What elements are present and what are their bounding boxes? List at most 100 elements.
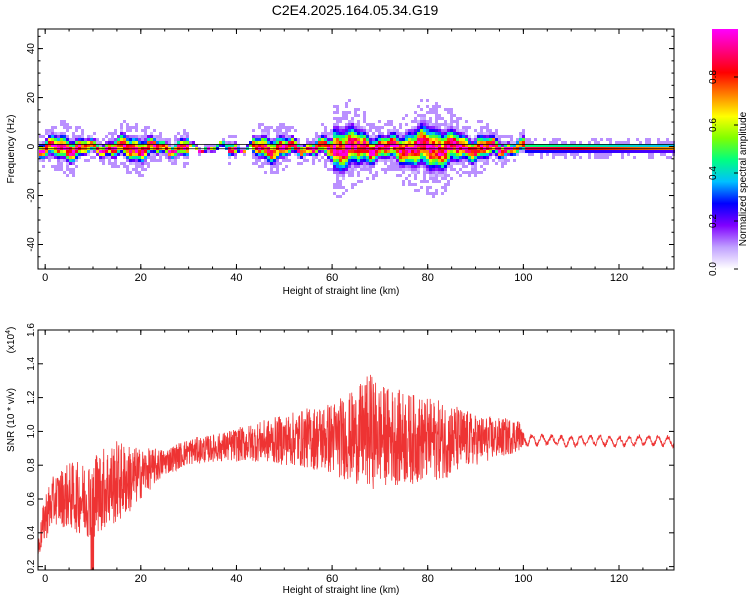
spectrogram-cell <box>120 162 123 165</box>
spectrogram-cell <box>411 168 414 171</box>
spectrogram-cell <box>474 174 477 177</box>
spectrogram-cell <box>396 162 399 165</box>
spectrogram-cell <box>57 141 60 144</box>
spectrogram-cell <box>579 156 582 159</box>
spectrogram-cell <box>576 150 579 153</box>
spectrogram-cell <box>72 153 75 156</box>
spectrogram-cell <box>450 108 453 111</box>
spectrogram-cell <box>486 144 489 147</box>
spectrogram-cell <box>462 141 465 144</box>
spectrogram-cell <box>465 165 468 168</box>
spectrogram-cell <box>444 177 447 180</box>
spectrogram-cell <box>123 144 126 147</box>
spectrogram-cell <box>339 183 342 186</box>
spectrogram-cell <box>249 144 252 147</box>
spectrogram-cell <box>165 144 168 147</box>
spectrogram-cell <box>450 138 453 141</box>
spectrogram-cell <box>372 144 375 147</box>
spectrogram-cell <box>405 144 408 147</box>
spectrogram-cell <box>438 144 441 147</box>
spectrogram-cell <box>480 138 483 141</box>
spectrogram-cell <box>348 138 351 141</box>
spectrogram-cell <box>621 141 624 144</box>
spectrogram-cell <box>345 144 348 147</box>
spectrogram-cell <box>63 123 66 126</box>
spectrogram-cell <box>432 174 435 177</box>
spectrogram-cell <box>348 162 351 165</box>
spectrogram-cell <box>138 159 141 162</box>
spectrogram-cell <box>411 144 414 147</box>
spectrogram-cell <box>171 150 174 153</box>
spectrogram-cell <box>480 120 483 123</box>
spectrogram-cell <box>375 174 378 177</box>
spectrogram-cell <box>264 171 267 174</box>
spectrogram-cell <box>78 156 81 159</box>
spectrogram-cell <box>414 177 417 180</box>
spectrogram-cell <box>45 138 48 141</box>
spectrogram-cell <box>453 153 456 156</box>
spectrogram-cell <box>459 168 462 171</box>
spectrogram-cell <box>366 159 369 162</box>
spectrogram-cell <box>666 141 669 144</box>
spectrogram-cell <box>153 150 156 153</box>
spectrogram-cell <box>447 159 450 162</box>
spectrogram-cell <box>504 162 507 165</box>
spectrogram-cell <box>297 144 300 147</box>
spectrogram-cell <box>630 144 633 147</box>
spectrogram-cell <box>366 153 369 156</box>
spectrogram-cell <box>618 144 621 147</box>
spectrogram-cell <box>513 144 516 147</box>
spectrogram-cell <box>411 156 414 159</box>
spectrogram-cell <box>426 135 429 138</box>
spectrogram-cell <box>411 132 414 135</box>
spectrogram-cell <box>312 144 315 147</box>
spectrogram-cell <box>150 159 153 162</box>
spectrogram-cell <box>555 153 558 156</box>
spectrogram-cell <box>273 141 276 144</box>
spectrogram-cell <box>180 144 183 147</box>
spectrogram-cell <box>414 189 417 192</box>
spectrogram-cell <box>153 144 156 147</box>
spectrogram-cell <box>333 162 336 165</box>
spectrogram-cell <box>441 192 444 195</box>
spectrogram-cell <box>492 138 495 141</box>
spectrogram-cell <box>369 126 372 129</box>
spectrogram-cell <box>519 150 522 153</box>
spectrogram-cell <box>72 156 75 159</box>
spectrogram-cell <box>360 141 363 144</box>
spectrogram-cell <box>126 129 129 132</box>
spectrogram-cell <box>252 135 255 138</box>
spectrogram-cell <box>39 141 42 144</box>
spectrogram-cell <box>372 165 375 168</box>
spectrogram-cell <box>297 150 300 153</box>
spectrogram-cell <box>426 189 429 192</box>
spectrogram-cell <box>159 141 162 144</box>
spectrogram-cell <box>603 144 606 147</box>
spectrogram-cell <box>507 150 510 153</box>
spectrogram-cell <box>345 171 348 174</box>
spectrogram-cell <box>516 150 519 153</box>
spectrogram-cell <box>360 132 363 135</box>
spectrogram-cell <box>360 180 363 183</box>
spectrogram-cell <box>117 135 120 138</box>
spectrogram-cell <box>588 144 591 147</box>
snr-x-tick-label: 100 <box>514 573 532 585</box>
spectrogram-cell <box>213 150 216 153</box>
spectrogram-cell <box>141 141 144 144</box>
spectrogram-cell <box>414 126 417 129</box>
spectrogram-cell <box>180 141 183 144</box>
spectrogram-cell <box>342 165 345 168</box>
spectrogram-cell <box>333 153 336 156</box>
spectrogram-cell <box>363 168 366 171</box>
spectrogram-cell <box>255 138 258 141</box>
spectrogram-cell <box>525 141 528 144</box>
spectrogram-cell <box>402 159 405 162</box>
chart-title: C2E4.2025.164.05.34.G19 <box>271 2 439 18</box>
spectrogram-cell <box>63 138 66 141</box>
spectrogram-cell <box>57 168 60 171</box>
spectrogram-cell <box>621 156 624 159</box>
spectrogram-cell <box>276 162 279 165</box>
spectrogram-cell <box>429 174 432 177</box>
spectrogram-cell <box>414 111 417 114</box>
spectrogram-cell <box>75 138 78 141</box>
